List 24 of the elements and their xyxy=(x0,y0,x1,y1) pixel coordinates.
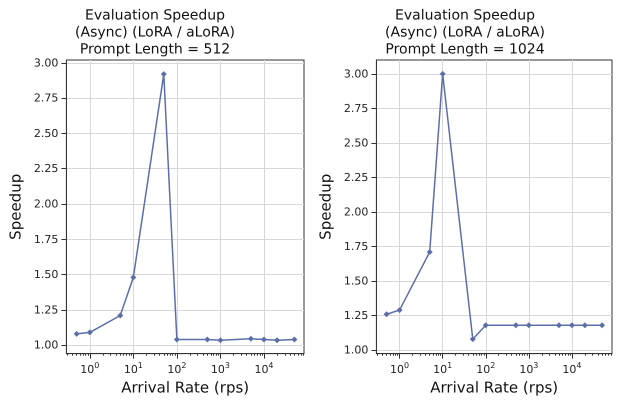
y-tick-label: 1.25 xyxy=(34,303,58,316)
y-tick-label: 2.50 xyxy=(34,126,58,140)
x-axis-title: Arrival Rate (rps) xyxy=(121,378,250,396)
y-tick-label: 1.50 xyxy=(34,268,58,282)
y-tick-label: 2.75 xyxy=(34,92,58,105)
y-tick-label: 2.25 xyxy=(34,162,58,176)
y-tick-label: 2.75 xyxy=(344,102,368,115)
y-tick-label: 2.00 xyxy=(344,205,368,218)
y-tick-label: 1.25 xyxy=(344,309,368,322)
y-tick-label: 2.50 xyxy=(344,136,368,150)
y-axis-title: Speedup xyxy=(6,174,24,240)
x-axis-title: Arrival Rate (rps) xyxy=(430,378,558,396)
y-tick-label: 2.25 xyxy=(344,170,368,184)
chart-title: Evaluation Speedup (Async) (LoRA / aLoRA) Prompt Length = 512 xyxy=(75,8,235,58)
y-tick-label: 3.00 xyxy=(34,56,58,70)
y-axis-title: Speedup xyxy=(316,174,334,240)
y-tick-label: 1.00 xyxy=(344,344,368,357)
chart-title: Evaluation Speedup (Async) (LoRA / aLoRA) Prompt Length = 1024 xyxy=(385,8,545,58)
y-tick-label: 3.00 xyxy=(344,67,368,80)
y-tick-label: 1.50 xyxy=(344,274,368,288)
y-tick-label: 2.00 xyxy=(34,197,58,210)
y-tick-label: 1.75 xyxy=(34,232,58,246)
y-tick-label: 1.75 xyxy=(344,240,368,254)
y-tick-label: 1.00 xyxy=(34,338,58,352)
